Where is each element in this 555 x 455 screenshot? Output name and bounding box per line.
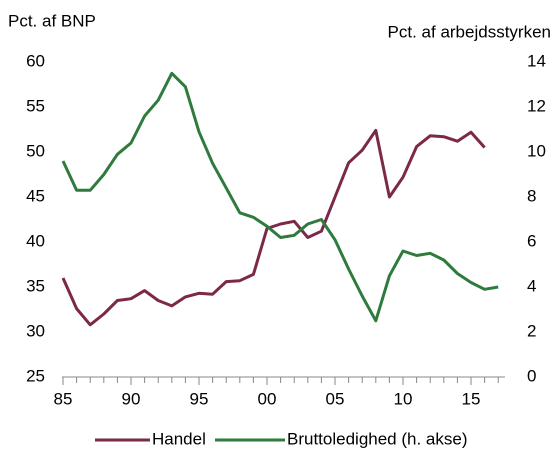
x-tick-label: 90 [122,389,141,408]
y-tick-label: 35 [26,276,45,295]
x-tick-label: 15 [462,389,481,408]
y-tick-label: 45 [26,186,45,205]
y-tick-label: 50 [26,141,45,160]
legend-label: Handel [152,429,206,448]
series-line [61,128,486,327]
y2-tick-label: 10 [527,141,546,160]
legend-label: Bruttoledighed (h. akse) [287,429,468,448]
x-tick-label: 85 [54,389,73,408]
y-tick-label: 30 [26,321,45,340]
y2-tick-label: 2 [527,321,536,340]
y-tick-label: 40 [26,231,45,250]
y-axis-label: Pct. af BNP [8,11,96,30]
y2-tick-label: 0 [527,366,536,385]
x-tick-label: 05 [326,389,345,408]
series-line [61,71,499,323]
y2-tick-label: 6 [527,231,536,250]
y-tick-label: 25 [26,366,45,385]
y2-tick-label: 12 [527,96,546,115]
y2-tick-label: 4 [527,276,536,295]
y-tick-label: 55 [26,96,45,115]
x-tick-label: 00 [258,389,277,408]
y-tick-label: 60 [26,51,45,70]
y2-tick-label: 14 [527,51,546,70]
x-tick-label: 95 [190,389,209,408]
y2-tick-label: 8 [527,186,536,205]
y2-axis-label: Pct. af arbejdsstyrken [388,22,551,41]
x-tick-label: 10 [394,389,413,408]
